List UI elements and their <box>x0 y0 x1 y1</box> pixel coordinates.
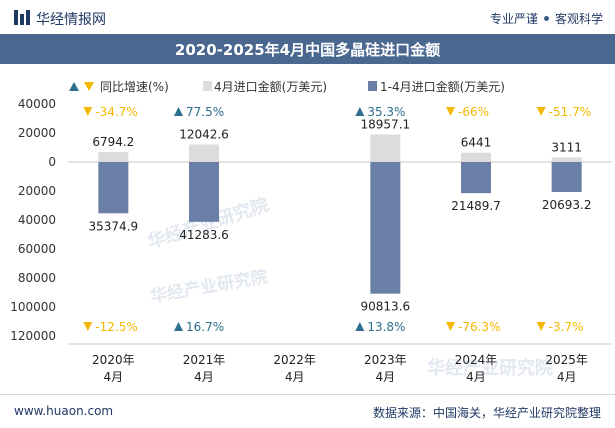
ytd-growth-label: 13.8% <box>367 320 405 334</box>
april-growth-down-icon <box>446 107 455 116</box>
y-tick-label: 60000 <box>18 242 56 256</box>
x-category-label: 4月 <box>104 370 124 384</box>
ytd-value-label: 90813.6 <box>361 300 411 314</box>
ytd-growth-label: -3.7% <box>549 320 584 334</box>
ytd-growth-up-icon <box>355 322 365 331</box>
y-tick-label: 80000 <box>18 271 56 285</box>
april-growth-label: 77.5% <box>186 105 224 119</box>
ytd-growth-down-icon <box>446 322 455 331</box>
ytd-value-label: 35374.9 <box>89 219 139 233</box>
x-category-label: 2024年 <box>455 353 498 367</box>
ytd-bar <box>461 162 491 194</box>
brand-name: 华经情报网 <box>36 12 106 28</box>
slogan-right: 客观科学 <box>554 12 603 26</box>
x-category-label: 2020年 <box>92 353 135 367</box>
legend-april-label: 4月进口金额(万美元) <box>214 79 327 94</box>
slogan: 专业严谨 客观科学 <box>490 10 603 27</box>
april-growth-up-icon <box>355 107 365 116</box>
x-category-label: 2022年 <box>273 353 316 367</box>
y-tick-label: 40000 <box>18 213 56 227</box>
x-category-label: 4月 <box>194 370 214 384</box>
x-category-label: 4月 <box>376 370 396 384</box>
x-category-label: 4月 <box>466 370 486 384</box>
footer-source: 数据来源：中国海关，华经产业研究院整理 <box>372 406 601 420</box>
april-value-label: 12042.6 <box>179 128 229 142</box>
y-tick-label: 100000 <box>10 300 56 314</box>
y-tick-label: 20000 <box>18 126 56 140</box>
ytd-value-label: 21489.7 <box>451 199 501 213</box>
legend-up-triangle-icon <box>69 82 79 91</box>
top-bar: 华经情报网 专业严谨 客观科学 <box>0 0 615 34</box>
april-value-label: 6794.2 <box>92 135 134 149</box>
ytd-value-label: 20693.2 <box>542 198 592 212</box>
ytd-bar <box>370 162 401 294</box>
april-bar <box>370 134 401 162</box>
ytd-value-label: 41283.6 <box>179 228 229 242</box>
ytd-growth-label: -12.5% <box>95 320 137 334</box>
ytd-growth-up-icon <box>174 322 183 331</box>
huajing-logo-icon <box>14 10 30 25</box>
legend-down-triangle-icon <box>84 82 94 91</box>
ytd-growth-label: 16.7% <box>186 320 224 334</box>
april-bar <box>189 144 219 162</box>
april-value-label: 3111 <box>551 140 582 154</box>
watermark-text: 华经产业研究院 <box>427 357 553 379</box>
april-growth-down-icon <box>83 107 93 116</box>
footer: www.huaon.com 数据来源：中国海关，华经产业研究院整理 <box>0 394 615 428</box>
april-growth-label: -34.7% <box>95 105 137 119</box>
watermark-text: 华经产业研究院 <box>149 266 270 307</box>
x-category-label: 2023年 <box>364 353 407 367</box>
legend-april-swatch <box>203 81 212 91</box>
april-growth-label: 35.3% <box>367 105 405 119</box>
legend-ytd-label: 1-4月进口金额(万美元) <box>380 79 505 94</box>
april-value-label: 6441 <box>461 136 492 150</box>
april-growth-label: -51.7% <box>549 105 591 119</box>
april-bar <box>551 157 582 162</box>
title-bar: 2020-2025年4月中国多晶硅进口金额 <box>0 34 615 64</box>
april-value-label: 18957.1 <box>361 118 411 132</box>
ytd-growth-label: -76.3% <box>458 320 500 334</box>
chart-title: 2020-2025年4月中国多晶硅进口金额 <box>174 41 441 59</box>
x-category-label: 2021年 <box>183 353 226 367</box>
y-tick-label: 0 <box>48 155 56 169</box>
footer-url: www.huaon.com <box>14 404 114 418</box>
ytd-bar <box>189 162 219 222</box>
legend-growth-label: 同比增速(%) <box>100 80 169 94</box>
april-bar <box>461 152 491 162</box>
april-growth-label: -66% <box>458 105 489 119</box>
x-category-label: 2025年 <box>545 353 588 367</box>
y-tick-label: 40000 <box>18 97 56 111</box>
april-bar <box>98 152 129 162</box>
dot-separator <box>543 16 549 21</box>
april-growth-up-icon <box>174 107 183 116</box>
ytd-growth-down-icon <box>83 322 93 331</box>
ytd-growth-down-icon <box>536 322 546 331</box>
x-category-label: 4月 <box>285 370 305 384</box>
april-growth-down-icon <box>536 107 546 116</box>
x-category-label: 4月 <box>557 370 577 384</box>
y-tick-label: 20000 <box>18 184 56 198</box>
slogan-left: 专业严谨 <box>489 12 538 26</box>
ytd-bar <box>551 162 582 193</box>
legend-ytd-swatch <box>368 81 377 91</box>
chart-area: 华经产业研究院 华经产业研究院 华经产业研究院 同比增速(%) 4月进口金额(万美元) 1… <box>0 64 615 394</box>
ytd-bar <box>98 162 129 214</box>
y-tick-label: 120000 <box>10 329 56 343</box>
